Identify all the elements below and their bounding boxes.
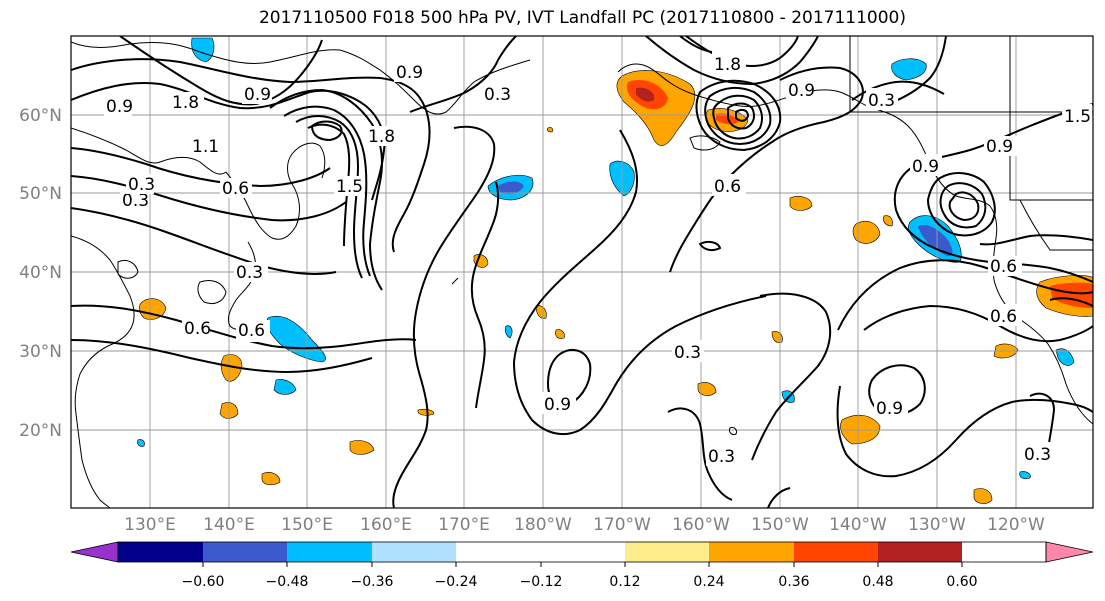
colorbar-segment	[456, 542, 541, 562]
colorbar-segment	[118, 542, 203, 562]
lon-label: 170°E	[438, 515, 490, 535]
colorbar-tick-label: −0.48	[266, 574, 309, 590]
contour-labels: 0.9 1.8 0.9 0.9 0.3 1.8 0.9 0.3 0.9 1.5 …	[104, 52, 1092, 467]
contour-label: 1.1	[192, 137, 219, 157]
contour-label: 0.9	[986, 137, 1013, 157]
colorbar-segment	[541, 542, 625, 562]
contour-label: 1.8	[368, 127, 395, 147]
map-frame	[70, 35, 1094, 509]
contour-label: 0.3	[674, 343, 701, 363]
contour-label: 0.3	[236, 263, 263, 283]
contour-label: 0.3	[128, 175, 155, 195]
positive-anomaly-alaska	[616, 70, 749, 146]
contour-label: 0.9	[876, 399, 903, 419]
lon-label: 150°W	[751, 515, 809, 535]
lon-label: 160°W	[672, 515, 730, 535]
colorbar-segment	[287, 542, 372, 562]
contour-label: 0.9	[912, 157, 939, 177]
lat-label: 50°N	[19, 184, 62, 204]
contour-label: 0.6	[990, 257, 1017, 277]
colorbar-extend-min	[70, 541, 119, 563]
colorbar-segment	[203, 542, 287, 562]
ivt-contours	[71, 36, 1093, 508]
lat-label: 20°N	[19, 421, 62, 441]
contour-label: 1.8	[714, 55, 741, 75]
contour-label: 0.3	[122, 191, 149, 211]
contour-label: 0.6	[184, 319, 211, 339]
lon-label: 160°E	[360, 515, 412, 535]
contour-label: 0.6	[714, 177, 741, 197]
colorbar-tick-label: 0.48	[862, 574, 893, 590]
contour-label: 0.6	[238, 321, 265, 341]
colorbar-tick-label: 0.60	[946, 574, 977, 590]
contour-label: 0.9	[244, 85, 271, 105]
colorbar-tick-label: −0.24	[435, 574, 478, 590]
contour-label: 0.9	[106, 97, 133, 117]
colorbar-segments	[70, 541, 1094, 563]
colorbar-segment	[625, 542, 709, 562]
longitude-labels: 130°E 140°E 150°E 160°E 170°E 180°W 170°…	[124, 515, 1045, 535]
contour-label: 0.3	[708, 447, 735, 467]
lat-label: 40°N	[19, 263, 62, 283]
colorbar-segment	[794, 542, 878, 562]
contour-label: 0.9	[396, 63, 423, 83]
lon-label: 130°W	[908, 515, 966, 535]
contour-label: 0.6	[990, 307, 1017, 327]
latitude-labels: 60°N 50°N 40°N 30°N 20°N	[19, 106, 62, 441]
contour-label: 0.9	[544, 395, 571, 415]
colorbar-tick-label: 0.36	[778, 574, 809, 590]
lat-label: 60°N	[19, 106, 62, 126]
lon-label: 140°W	[829, 515, 887, 535]
colorbar-tick-label: 0.24	[693, 574, 724, 590]
contour-label: 0.6	[222, 179, 249, 199]
colorbar-tick-label: −0.36	[351, 574, 394, 590]
colorbar-ticks	[202, 562, 963, 567]
lon-label: 120°W	[987, 515, 1045, 535]
lon-label: 140°E	[203, 515, 255, 535]
colorbar-segment	[878, 542, 962, 562]
map-title: 2017110500 F018 500 hPa PV, IVT Landfall…	[258, 8, 906, 28]
contour-label: 1.5	[336, 177, 363, 197]
contour-label: 0.3	[484, 85, 511, 105]
colorbar-tick-labels: −0.60 −0.48 −0.36 −0.24 −0.12 0.12 0.24 …	[182, 574, 978, 590]
colorbar-frame	[117, 541, 1047, 563]
lon-label: 170°W	[593, 515, 651, 535]
colorbar-extend-max	[1045, 541, 1094, 563]
lat-label: 30°N	[19, 342, 62, 362]
contour-label: 0.3	[1024, 445, 1051, 465]
colorbar-segment	[372, 542, 456, 562]
contour-label: 1.5	[1064, 107, 1091, 127]
contour-label: 1.8	[172, 93, 199, 113]
contour-label: 0.3	[868, 91, 895, 111]
colorbar-tick-label: 0.12	[609, 574, 640, 590]
colorbar-tick-label: −0.12	[520, 574, 563, 590]
colorbar-tick-label: −0.60	[182, 574, 225, 590]
lon-label: 130°E	[124, 515, 176, 535]
contour-label: 0.9	[788, 81, 815, 101]
colorbar-segment	[709, 542, 794, 562]
pv-shading	[137, 37, 1093, 504]
lon-label: 180°W	[514, 515, 572, 535]
lon-label: 150°E	[281, 515, 333, 535]
